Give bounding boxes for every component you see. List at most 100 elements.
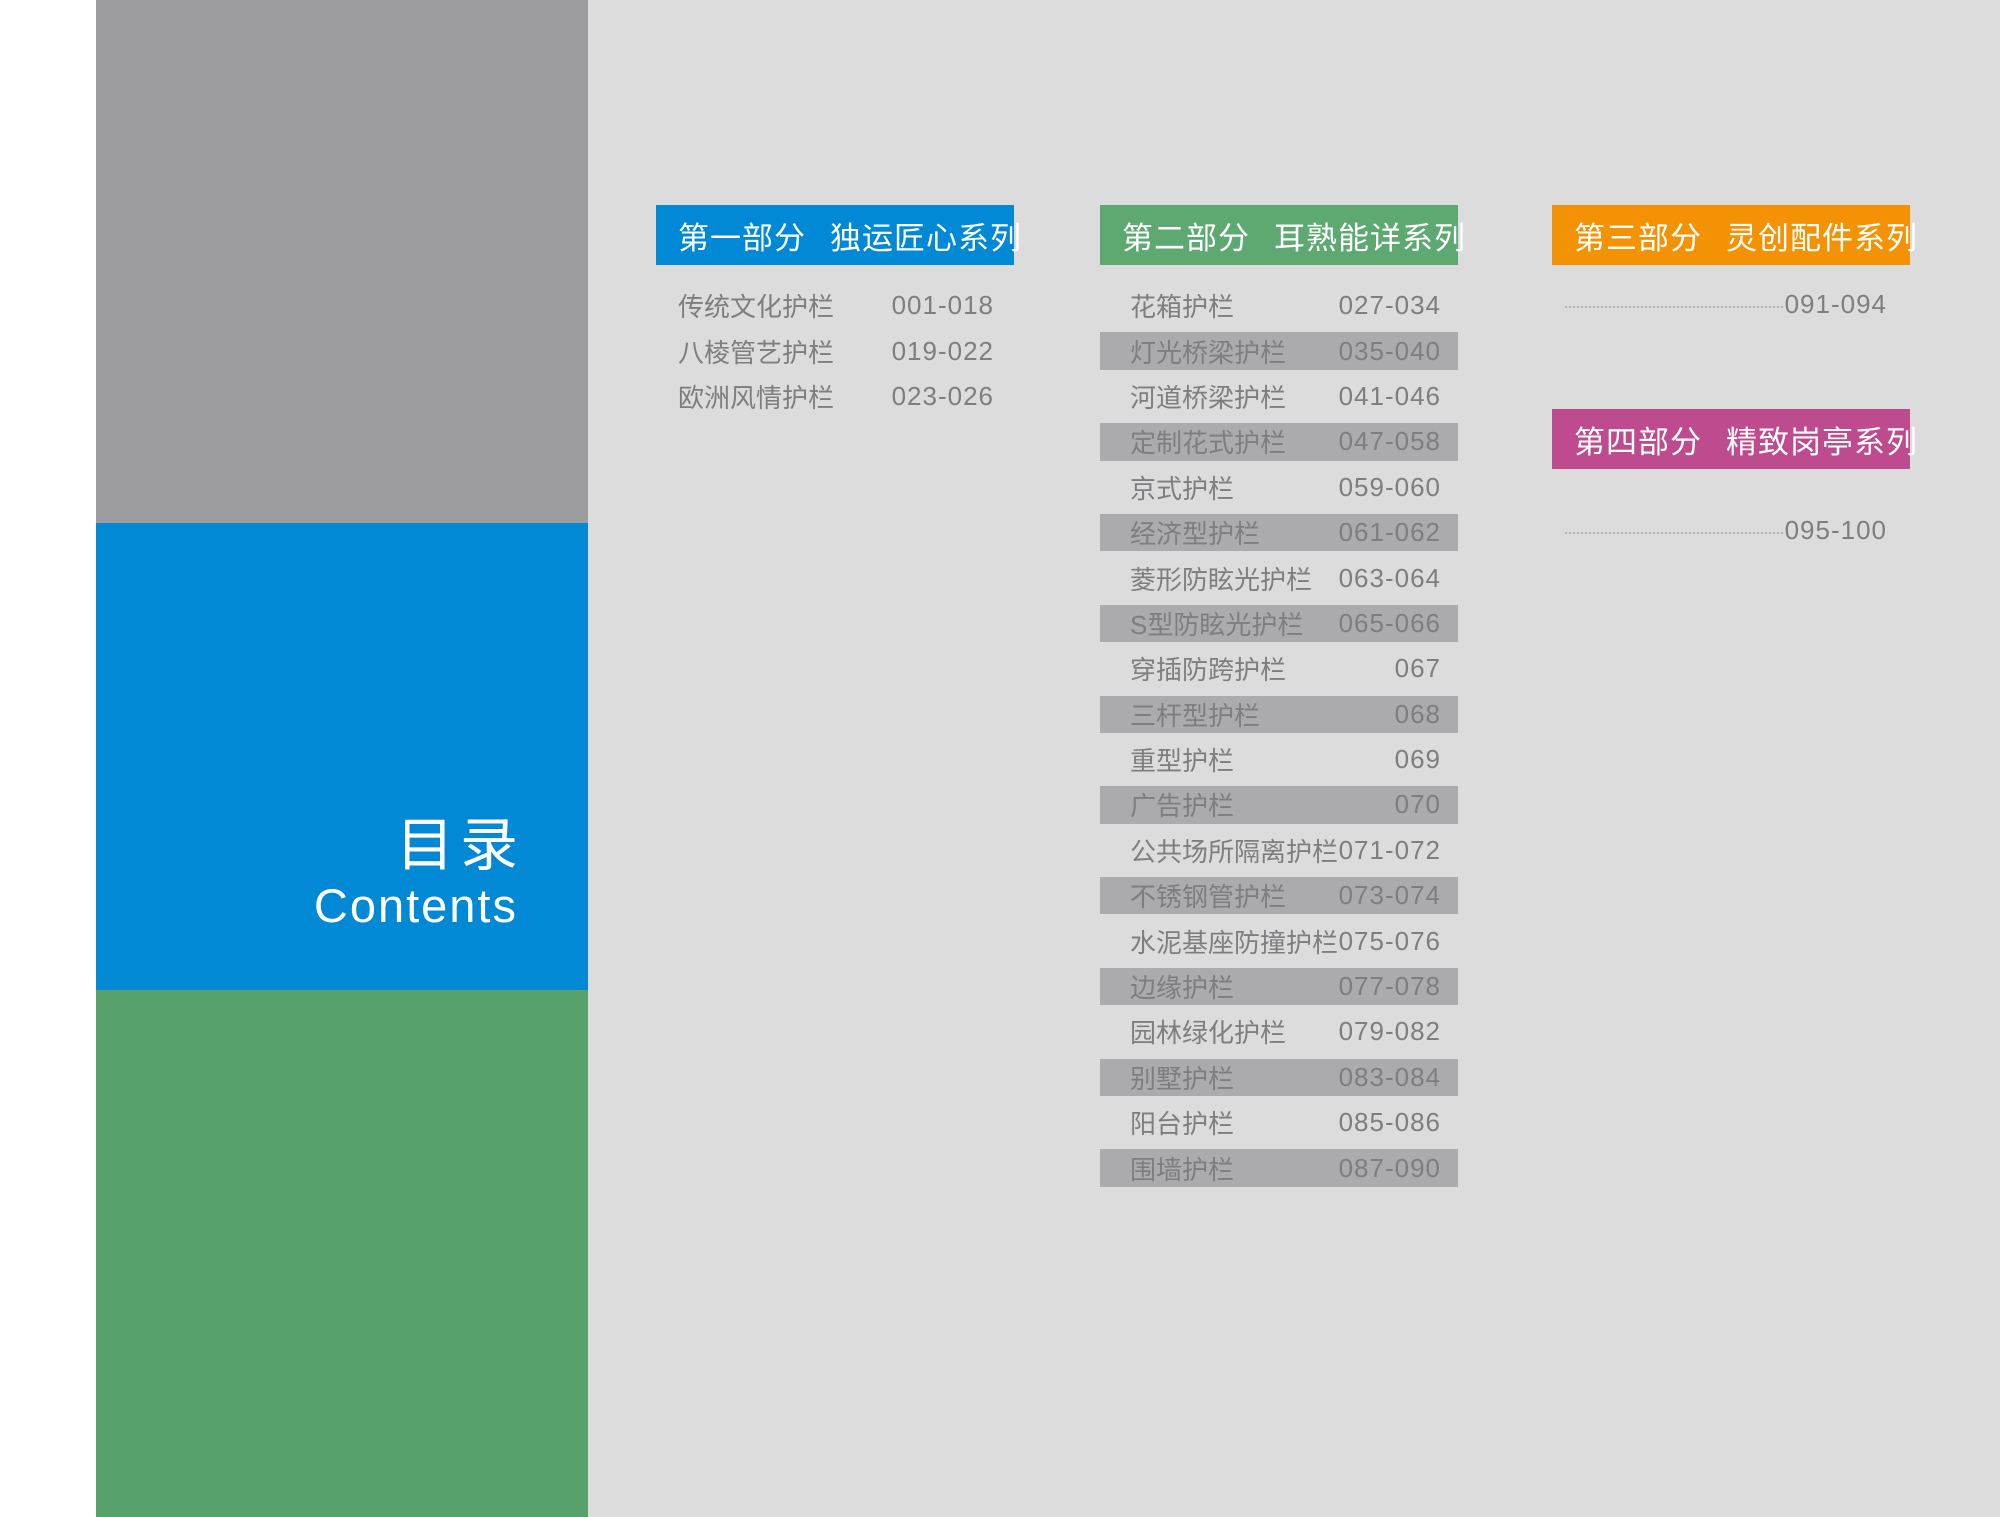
toc-item-label: 穿插防跨护栏 <box>1130 655 1287 686</box>
toc-item-pages: 077-078 <box>1338 971 1441 1002</box>
toc-item-label: 围墙护栏 <box>1130 1154 1235 1185</box>
toc-item-label: 重型护栏 <box>1130 746 1235 777</box>
toc-item-label: 边缘护栏 <box>1130 973 1235 1004</box>
toc-item-pages: 061-062 <box>1338 517 1441 548</box>
toc-title-english: Contents <box>313 879 518 932</box>
section-series-name: 独运匠心系列 <box>830 220 1022 256</box>
toc-item-pages: 059-060 <box>1338 471 1441 502</box>
toc-item-pages: 067 <box>1394 653 1441 684</box>
toc-row: S型防眩光护栏 065-066 <box>1100 604 1458 643</box>
toc-item-pages: 079-082 <box>1338 1016 1441 1047</box>
toc-item-label: 菱形防眩光护栏 <box>1130 564 1313 595</box>
toc-row: 不锈钢管护栏 073-074 <box>1100 877 1458 915</box>
section-part-label: 第四部分 <box>1574 424 1702 460</box>
toc-item-label: 河道桥梁护栏 <box>1130 382 1287 413</box>
section-header-part4: 第四部分 精致岗亭系列 <box>1552 409 1917 469</box>
toc-item-pages: 085-086 <box>1338 1107 1441 1138</box>
toc-item-label: 灯光桥梁护栏 <box>1130 337 1287 368</box>
toc-list-part2: 花箱护栏 027-034 灯光桥梁护栏 035-040 河道桥梁护栏 041-046 定制花… <box>1100 287 1458 1187</box>
section-header-part1: 第一部分 独运匠心系列 <box>656 205 1021 265</box>
left-margin <box>0 0 96 1517</box>
toc-row: 花箱护栏 027-034 <box>1100 287 1458 324</box>
toc-item-pages: 019-022 <box>891 335 994 366</box>
toc-row: 定制花式护栏 047-058 <box>1100 423 1458 461</box>
toc-row: 边缘护栏 077-078 <box>1100 967 1458 1006</box>
toc-item-label: 园林绿化护栏 <box>1130 1018 1287 1049</box>
section-part-label: 第二部分 <box>1122 220 1250 256</box>
section-part-label: 第三部分 <box>1574 220 1702 256</box>
dotted-leader <box>1565 306 1783 308</box>
section-series-name: 耳熟能详系列 <box>1274 220 1466 256</box>
toc-item-label: 水泥基座防撞护栏 <box>1130 927 1339 958</box>
section-pages: 091-094 <box>1784 288 1887 319</box>
section-header-part3: 第三部分 灵创配件系列 <box>1552 205 1917 265</box>
sidebar-gray-block <box>96 0 588 523</box>
toc-list-part1: 传统文化护栏 001-018 八棱管艺护栏 019-022 欧洲风情护栏 023-026 <box>656 287 1014 415</box>
toc-item-pages: 023-026 <box>891 380 994 411</box>
toc-item-pages: 083-084 <box>1338 1061 1441 1092</box>
toc-item-pages: 073-074 <box>1338 880 1441 911</box>
section-part2: 第二部分 耳熟能详系列 花箱护栏 027-034 灯光桥梁护栏 035-040 河道桥梁… <box>1100 205 1465 1195</box>
sidebar-green-block <box>96 990 588 1517</box>
toc-row: 灯光桥梁护栏 035-040 <box>1100 332 1458 370</box>
toc-item-pages: 070 <box>1394 789 1441 820</box>
section-part-label: 第一部分 <box>678 220 806 256</box>
section-part4: 第四部分 精致岗亭系列 095-100 <box>1552 409 1917 545</box>
section-pages-row-part3: 091-094 <box>1552 289 1910 319</box>
toc-item-pages: 063-064 <box>1338 562 1441 593</box>
section-part1: 第一部分 独运匠心系列 传统文化护栏 001-018 八棱管艺护栏 019-022 欧洲… <box>656 205 1021 423</box>
toc-row: 公共场所隔离护栏 071-072 <box>1100 832 1458 869</box>
toc-title: 目录 Contents <box>314 815 518 935</box>
toc-row: 八棱管艺护栏 019-022 <box>656 332 1014 369</box>
toc-row: 河道桥梁护栏 041-046 <box>1100 378 1458 415</box>
toc-row: 传统文化护栏 001-018 <box>656 287 1014 324</box>
toc-item-label: 欧洲风情护栏 <box>678 382 835 413</box>
toc-item-label: 三杆型护栏 <box>1130 700 1261 731</box>
toc-item-pages: 027-034 <box>1338 290 1441 321</box>
toc-item-pages: 071-072 <box>1338 834 1441 865</box>
section-series-name: 精致岗亭系列 <box>1726 424 1918 460</box>
toc-item-pages: 047-058 <box>1338 426 1441 457</box>
toc-item-label: 广告护栏 <box>1130 791 1235 822</box>
toc-row: 水泥基座防撞护栏 075-076 <box>1100 922 1458 959</box>
toc-row: 穿插防跨护栏 067 <box>1100 650 1458 687</box>
toc-item-pages: 035-040 <box>1338 335 1441 366</box>
toc-item-pages: 068 <box>1394 698 1441 729</box>
toc-item-label: 定制花式护栏 <box>1130 428 1287 459</box>
toc-row: 重型护栏 069 <box>1100 741 1458 778</box>
toc-row: 欧洲风情护栏 023-026 <box>656 378 1014 415</box>
section-pages-row-part4: 095-100 <box>1552 515 1910 545</box>
toc-item-pages: 065-066 <box>1338 607 1441 638</box>
section-header-part2: 第二部分 耳熟能详系列 <box>1100 205 1465 265</box>
toc-item-pages: 001-018 <box>891 290 994 321</box>
toc-item-label: 公共场所隔离护栏 <box>1130 836 1339 867</box>
toc-row: 经济型护栏 061-062 <box>1100 513 1458 552</box>
toc-row: 围墙护栏 087-090 <box>1100 1149 1458 1187</box>
section-part3: 第三部分 灵创配件系列 091-094 <box>1552 205 1917 319</box>
toc-item-label: 别墅护栏 <box>1130 1063 1235 1094</box>
toc-item-label: S型防眩光护栏 <box>1130 609 1304 640</box>
toc-item-label: 花箱护栏 <box>1130 292 1235 323</box>
toc-row: 菱形防眩光护栏 063-064 <box>1100 559 1458 596</box>
toc-row: 阳台护栏 085-086 <box>1100 1104 1458 1141</box>
toc-row: 广告护栏 070 <box>1100 786 1458 824</box>
toc-item-label: 传统文化护栏 <box>678 292 835 323</box>
toc-item-pages: 087-090 <box>1338 1152 1441 1183</box>
toc-row: 别墅护栏 083-084 <box>1100 1058 1458 1097</box>
toc-row: 三杆型护栏 068 <box>1100 695 1458 733</box>
sidebar-blue-block: 目录 Contents <box>96 523 588 990</box>
toc-item-pages: 075-076 <box>1338 925 1441 956</box>
toc-row: 京式护栏 059-060 <box>1100 469 1458 506</box>
section-pages: 095-100 <box>1784 514 1887 545</box>
toc-item-label: 经济型护栏 <box>1130 519 1261 550</box>
toc-item-pages: 041-046 <box>1338 380 1441 411</box>
toc-item-pages: 069 <box>1394 744 1441 775</box>
dotted-leader <box>1565 532 1783 534</box>
toc-item-label: 不锈钢管护栏 <box>1130 882 1287 913</box>
toc-item-label: 京式护栏 <box>1130 473 1235 504</box>
toc-title-chinese: 目录 <box>395 813 524 878</box>
toc-item-label: 八棱管艺护栏 <box>678 337 835 368</box>
toc-row: 园林绿化护栏 079-082 <box>1100 1013 1458 1050</box>
toc-item-label: 阳台护栏 <box>1130 1109 1235 1140</box>
